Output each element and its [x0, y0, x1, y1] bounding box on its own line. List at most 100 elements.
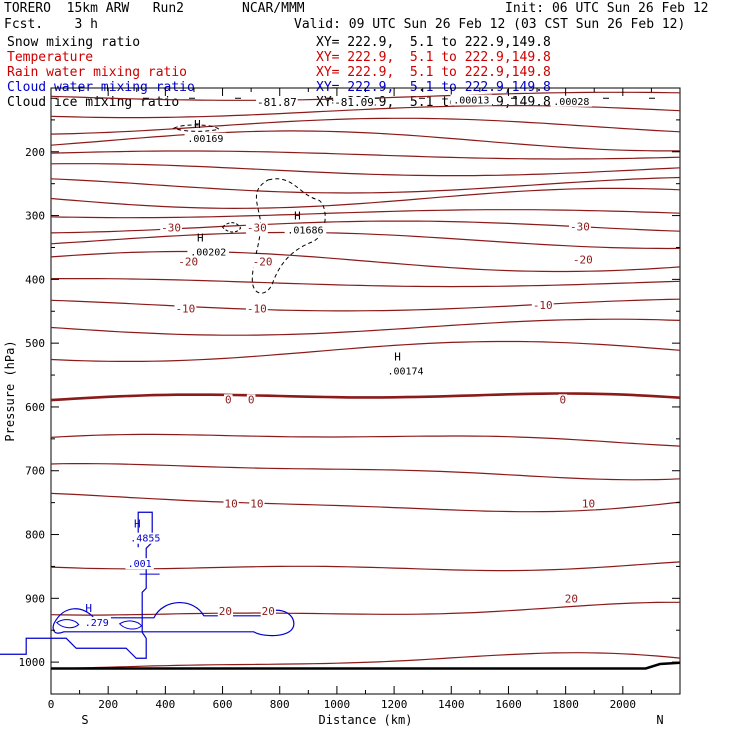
temperature-label: 10 — [582, 497, 595, 510]
temperature-label: -30 — [247, 222, 267, 235]
max-value-label-bg — [184, 132, 227, 144]
temperature-label-bg — [245, 303, 268, 315]
isotherm-line — [50, 117, 681, 135]
org-label: NCAR/MMM — [242, 1, 305, 16]
legend-label-2: Rain water mixing ratio — [7, 65, 188, 80]
temperature-label-bg — [249, 498, 265, 510]
legend-xy-0: XY= 222.9, 5.1 to 222.9,149.8 — [316, 35, 551, 50]
max-value-label: .00028 — [553, 97, 589, 108]
temperature-label: -10 — [247, 303, 267, 316]
y-tick-label: 1000 — [19, 656, 46, 669]
isotherm-line — [50, 561, 681, 572]
temperature-label: 20 — [262, 605, 275, 618]
cloud-water-contour — [0, 511, 153, 659]
temperature-label-bg — [569, 221, 591, 233]
temperature-label: -20 — [573, 254, 593, 267]
isotherm-line — [50, 463, 681, 481]
valid-time: Valid: 09 UTC Sun 26 Feb 12 (03 CST Sun … — [294, 17, 686, 32]
plot-frame — [50, 87, 681, 695]
isotherm-line — [51, 278, 681, 288]
temperature-label-bg — [571, 254, 594, 266]
x-tick-label: 0 — [48, 698, 55, 711]
temperature-label-bg — [177, 256, 200, 268]
max-value-label-bg — [127, 532, 163, 544]
x-tick-label: 600 — [213, 698, 233, 711]
x-tick-label: 1600 — [495, 698, 522, 711]
isotherm-line — [50, 492, 681, 513]
temperature-label: 20 — [219, 605, 232, 618]
y-tick-label: 400 — [25, 273, 45, 286]
temperature-label: 20 — [565, 592, 578, 605]
isotherm-line — [50, 433, 681, 447]
max-marker: H — [197, 231, 204, 244]
max-value-label: .00202 — [190, 247, 226, 258]
isotherm-line — [50, 150, 681, 160]
max-value-label: .00169 — [187, 134, 223, 145]
y-tick-label: 500 — [25, 337, 45, 350]
isotherm-line — [50, 187, 681, 210]
temperature-label: -20 — [178, 256, 198, 269]
legend-label-1: Temperature — [7, 50, 94, 65]
max-value-label: .001 — [128, 559, 152, 570]
y-tick-label: 200 — [25, 146, 45, 159]
temperature-label: -20 — [253, 256, 273, 269]
legend-xy-1: XY= 222.9, 5.1 to 222.9,149.8 — [316, 50, 551, 65]
isotherm-line — [50, 601, 680, 616]
isotherm-line — [50, 318, 681, 336]
temperature-label-bg — [563, 593, 579, 605]
max-value-label: .00013 — [453, 95, 489, 106]
temperature-label: -30 — [161, 222, 181, 235]
max-value-label-bg — [450, 94, 493, 106]
isotherm-line — [50, 231, 681, 250]
y-tick-label: 900 — [25, 592, 45, 605]
x-end-label-north: N — [656, 713, 663, 727]
isotherm-line — [50, 340, 681, 362]
temperature-label-bg — [160, 222, 182, 234]
temperature-label: -81.09 — [334, 96, 374, 109]
temperature-label: -30 — [570, 220, 590, 233]
x-end-label-south: S — [81, 713, 88, 727]
x-tick-label: 400 — [155, 698, 175, 711]
max-marker: H — [294, 210, 301, 223]
snow-contour — [251, 178, 326, 294]
y-tick-label: 700 — [25, 465, 45, 478]
temperature-label: -10 — [175, 303, 195, 316]
temperature-label: 0 — [248, 393, 255, 406]
max-value-label-bg — [125, 558, 154, 570]
max-value-label: .279 — [85, 618, 109, 629]
terrain-line — [51, 661, 681, 670]
isotherm-line — [50, 392, 681, 402]
max-marker: H — [394, 351, 401, 364]
y-tick-label: 800 — [25, 529, 45, 542]
x-tick-label: 1400 — [438, 698, 465, 711]
y-tick-label: 300 — [25, 210, 45, 223]
isotherm-line — [50, 176, 681, 194]
forecast-hour: Fcst. 3 h — [4, 17, 98, 32]
cloud-water-contour-inner — [55, 619, 80, 629]
cloud-water-contour-inner — [118, 620, 143, 630]
x-tick-label: 2000 — [610, 698, 637, 711]
max-value-label: .4855 — [130, 534, 160, 545]
legend-label-0: Snow mixing ratio — [7, 35, 141, 50]
temperature-label-bg — [558, 394, 568, 406]
temperature-label: -81.87 — [257, 96, 297, 109]
temperature-label: -10 — [533, 299, 553, 312]
isotherm-line — [50, 209, 681, 219]
y-axis-title: Pressure (hPa) — [3, 340, 17, 441]
max-marker: H — [194, 118, 201, 131]
max-value-label-bg — [550, 95, 593, 107]
temperature-label-bg — [245, 222, 268, 234]
isotherm-line — [50, 250, 681, 273]
temperature-label-bg — [260, 606, 276, 618]
y-tick-label: 600 — [25, 401, 45, 414]
temperature-label-bg — [223, 394, 233, 406]
model-title: TORERO 15km ARW Run2 — [4, 1, 185, 16]
max-value-label-bg — [284, 224, 327, 236]
max-value-label: .01686 — [287, 226, 323, 237]
snow-contour-small — [221, 222, 242, 233]
temperature-label: 0 — [559, 393, 566, 406]
max-marker: H — [85, 602, 92, 615]
temperature-label-bg — [251, 256, 274, 268]
isotherm-line — [50, 652, 681, 670]
